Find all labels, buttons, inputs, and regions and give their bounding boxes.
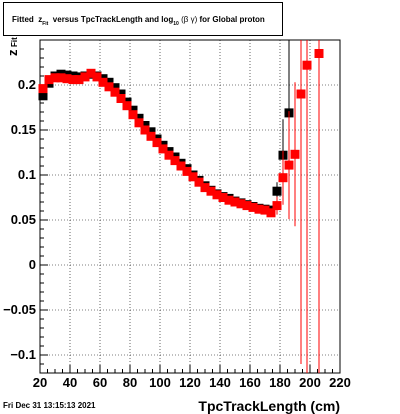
data-point bbox=[212, 190, 222, 200]
data-point bbox=[248, 202, 258, 212]
data-point bbox=[164, 150, 174, 160]
y-tick-labels: 0.2 0.15 0.1 0.05 0 −0.05 −0.1 bbox=[3, 77, 36, 362]
series-black bbox=[38, 40, 294, 215]
data-point bbox=[260, 205, 270, 215]
data-point bbox=[176, 161, 186, 171]
title-gamma: γ) bbox=[190, 15, 198, 24]
x-tick-label: 20 bbox=[33, 375, 47, 390]
x-tick-labels: 20 40 60 80 100 120 140 160 180 200 220 bbox=[33, 375, 351, 390]
y-tick-label: 0.2 bbox=[18, 77, 36, 92]
title-beta: (β bbox=[181, 15, 189, 24]
x-axis-label: TpcTrackLength (cm) bbox=[198, 398, 340, 414]
data-point bbox=[56, 73, 66, 83]
y-axis-label: z Fit bbox=[5, 37, 20, 56]
x-tick-label: 60 bbox=[93, 375, 107, 390]
y-axis-label-sub: Fit bbox=[10, 37, 19, 47]
y-tick-label: −0.05 bbox=[3, 302, 36, 317]
y-tick-label: 0.15 bbox=[11, 122, 36, 137]
y-tick-label: 0 bbox=[29, 257, 36, 272]
data-point bbox=[224, 195, 234, 205]
data-point bbox=[290, 149, 300, 159]
data-point bbox=[188, 172, 198, 182]
data-point bbox=[38, 91, 48, 101]
data-point bbox=[44, 75, 54, 85]
x-tick-label: 220 bbox=[329, 375, 351, 390]
data-point bbox=[104, 82, 114, 92]
data-point bbox=[314, 49, 324, 58]
data-point bbox=[152, 138, 162, 148]
title-z: z bbox=[38, 15, 43, 24]
ticks bbox=[39, 48, 341, 374]
data-point bbox=[98, 77, 108, 87]
title-log-sub: 10 bbox=[173, 21, 179, 27]
data-point bbox=[194, 177, 204, 187]
data-point bbox=[200, 183, 210, 193]
x-tick-label: 160 bbox=[239, 375, 261, 390]
data-point bbox=[86, 68, 96, 78]
x-tick-label: 120 bbox=[179, 375, 201, 390]
data-point bbox=[218, 193, 228, 202]
x-tick-label: 180 bbox=[269, 375, 291, 390]
y-tick-label: 0.05 bbox=[11, 212, 36, 227]
title-box: Fitted zFit versus TpcTrackLength and lo… bbox=[3, 2, 283, 36]
data-point bbox=[116, 94, 126, 103]
data-point bbox=[68, 75, 78, 85]
x-tick-label: 100 bbox=[149, 375, 171, 390]
chart-title: Fitted zFit versus TpcTrackLength and lo… bbox=[12, 15, 265, 27]
data-point bbox=[92, 72, 102, 82]
series-red bbox=[38, 40, 324, 373]
data-point bbox=[146, 131, 156, 141]
y-tick-label: −0.1 bbox=[10, 347, 36, 362]
data-point bbox=[110, 87, 120, 97]
x-tick-label: 140 bbox=[209, 375, 231, 390]
data-point bbox=[62, 74, 72, 84]
data-point bbox=[254, 204, 264, 214]
x-tick-label: 40 bbox=[63, 375, 77, 390]
data-point bbox=[122, 101, 132, 111]
data-point bbox=[170, 156, 180, 166]
data-point bbox=[140, 125, 150, 135]
data-point bbox=[74, 75, 84, 85]
y-axis-label-main: z bbox=[5, 49, 20, 56]
data-point bbox=[80, 72, 90, 82]
timestamp: Fri Dec 31 13:15:13 2021 bbox=[3, 401, 96, 410]
series bbox=[38, 40, 324, 373]
data-point bbox=[134, 118, 144, 128]
x-tick-label: 80 bbox=[123, 375, 137, 390]
data-point bbox=[182, 166, 192, 176]
data-point bbox=[296, 89, 306, 99]
title-tail: for Global proton bbox=[199, 15, 265, 24]
y-tick-label: 0.1 bbox=[18, 167, 36, 182]
data-point bbox=[50, 73, 60, 83]
title-fitted: Fitted bbox=[12, 15, 34, 24]
data-point bbox=[302, 60, 312, 70]
title-z-sub: Fit bbox=[42, 21, 49, 27]
data-point bbox=[242, 201, 252, 211]
data-point bbox=[236, 199, 246, 209]
data-point bbox=[128, 110, 138, 120]
data-point bbox=[206, 186, 216, 196]
data-point bbox=[278, 173, 288, 183]
title-versus: versus TpcTrackLength and log bbox=[52, 15, 174, 24]
data-point bbox=[272, 186, 282, 196]
data-point bbox=[158, 144, 168, 154]
data-point bbox=[272, 201, 282, 211]
data-point bbox=[38, 84, 48, 94]
data-point bbox=[230, 197, 240, 207]
data-point bbox=[284, 160, 294, 170]
x-tick-label: 200 bbox=[299, 375, 321, 390]
data-point bbox=[266, 208, 276, 218]
